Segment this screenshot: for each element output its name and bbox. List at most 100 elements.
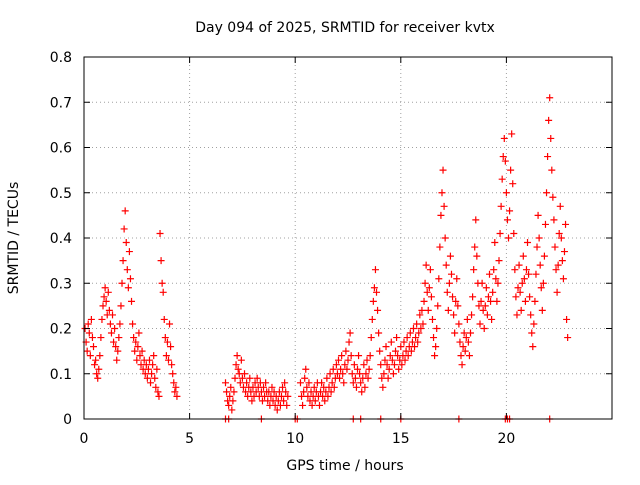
data-point	[112, 343, 120, 351]
data-point	[401, 356, 409, 364]
data-point	[563, 315, 571, 323]
data-point	[409, 325, 417, 332]
data-point	[90, 343, 98, 351]
data-point	[500, 134, 508, 142]
y-tick-label: 0.2	[50, 322, 72, 338]
data-point	[364, 374, 372, 382]
data-point	[328, 379, 336, 387]
data-point	[237, 356, 245, 364]
data-point	[360, 361, 368, 369]
data-point	[350, 361, 358, 369]
data-point	[241, 370, 249, 378]
data-point	[562, 220, 570, 228]
data-point	[128, 297, 136, 305]
data-point	[390, 361, 398, 369]
data-point	[414, 338, 422, 346]
data-point	[532, 270, 540, 278]
data-point	[134, 343, 142, 351]
data-point	[148, 370, 156, 378]
data-point	[354, 365, 362, 373]
data-point	[537, 284, 545, 292]
data-point	[516, 288, 524, 296]
data-point	[361, 383, 369, 391]
data-point	[512, 293, 520, 301]
data-point	[94, 374, 102, 382]
data-point	[355, 352, 363, 360]
y-tick-label: 0.3	[50, 276, 72, 292]
data-point	[465, 352, 473, 360]
data-point	[222, 379, 230, 387]
data-point	[470, 266, 478, 274]
x-tick-label: 15	[392, 431, 410, 447]
data-point	[130, 334, 138, 342]
data-point	[431, 352, 439, 360]
data-point	[548, 166, 556, 174]
data-point	[468, 311, 476, 319]
data-point	[326, 370, 334, 378]
data-point	[338, 352, 346, 360]
data-point	[283, 401, 291, 409]
data-point	[477, 297, 485, 305]
data-point	[273, 406, 281, 414]
data-point	[430, 334, 438, 342]
data-point	[138, 347, 146, 355]
data-point	[379, 383, 387, 391]
data-point	[527, 311, 535, 319]
data-point	[466, 329, 474, 337]
data-point	[440, 202, 448, 210]
data-point	[158, 279, 166, 287]
data-point	[124, 284, 132, 292]
data-point	[498, 175, 506, 183]
data-point	[492, 275, 500, 283]
data-point	[380, 370, 388, 378]
data-point	[404, 352, 412, 360]
data-point	[385, 365, 393, 373]
data-point	[460, 329, 468, 337]
data-point	[443, 288, 451, 296]
data-point	[453, 275, 461, 283]
data-point	[231, 374, 239, 382]
data-point	[545, 116, 553, 124]
data-point	[91, 361, 99, 369]
data-point	[337, 365, 345, 373]
x-tick-label: 20	[497, 431, 515, 447]
data-point	[225, 401, 233, 409]
data-point	[436, 243, 444, 251]
data-point	[388, 356, 396, 364]
data-point	[564, 334, 572, 342]
data-point	[445, 279, 453, 287]
data-point	[88, 334, 96, 342]
data-point	[92, 356, 100, 364]
data-point	[417, 325, 425, 332]
data-point	[526, 293, 534, 301]
data-point	[464, 338, 472, 346]
data-point	[549, 193, 557, 201]
data-point	[488, 315, 496, 323]
data-point	[494, 279, 502, 287]
data-point	[375, 329, 383, 337]
data-point	[461, 347, 469, 355]
data-point	[157, 257, 165, 265]
data-point	[518, 279, 526, 287]
data-point	[480, 325, 488, 332]
data-point	[154, 388, 162, 396]
data-point	[344, 356, 352, 364]
data-point	[560, 248, 568, 256]
data-point	[230, 388, 238, 396]
data-point	[541, 220, 549, 228]
data-point	[229, 397, 237, 405]
data-point	[534, 211, 542, 219]
data-point	[377, 361, 385, 369]
data-point	[298, 392, 306, 400]
data-point	[557, 234, 565, 242]
data-point	[540, 252, 548, 260]
data-point	[386, 352, 394, 360]
data-point	[159, 288, 167, 296]
data-point	[520, 275, 528, 283]
data-point	[371, 266, 379, 274]
data-point	[514, 284, 522, 292]
data-point	[133, 356, 141, 364]
data-point	[483, 311, 491, 319]
